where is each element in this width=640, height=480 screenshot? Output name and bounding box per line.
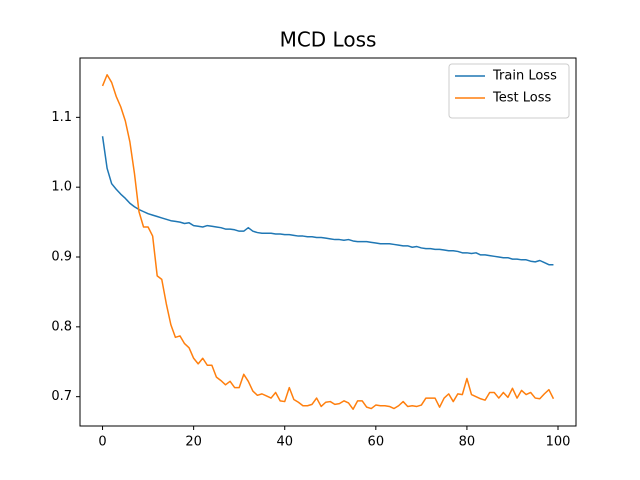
- x-tick-label: 80: [459, 435, 476, 450]
- plot-frame: [79, 57, 577, 427]
- y-tick-label: 0.9: [51, 250, 72, 265]
- y-tick-label: 1.0: [51, 180, 72, 195]
- x-tick-label: 0: [98, 435, 106, 450]
- legend-label: Test Loss: [492, 91, 551, 106]
- x-tick-label: 100: [546, 435, 571, 450]
- x-tick-label: 60: [368, 435, 385, 450]
- x-tick-label: 40: [276, 435, 293, 450]
- y-tick-label: 0.7: [51, 389, 72, 404]
- y-tick-label: 0.8: [51, 319, 72, 334]
- series-line: [101, 136, 554, 266]
- series-line: [101, 74, 555, 410]
- chart-title: MCD Loss: [280, 28, 377, 52]
- x-tick-label: 20: [185, 435, 202, 450]
- y-tick-label: 1.1: [51, 110, 72, 125]
- legend-box: [448, 63, 570, 119]
- legend-label: Train Loss: [492, 69, 557, 84]
